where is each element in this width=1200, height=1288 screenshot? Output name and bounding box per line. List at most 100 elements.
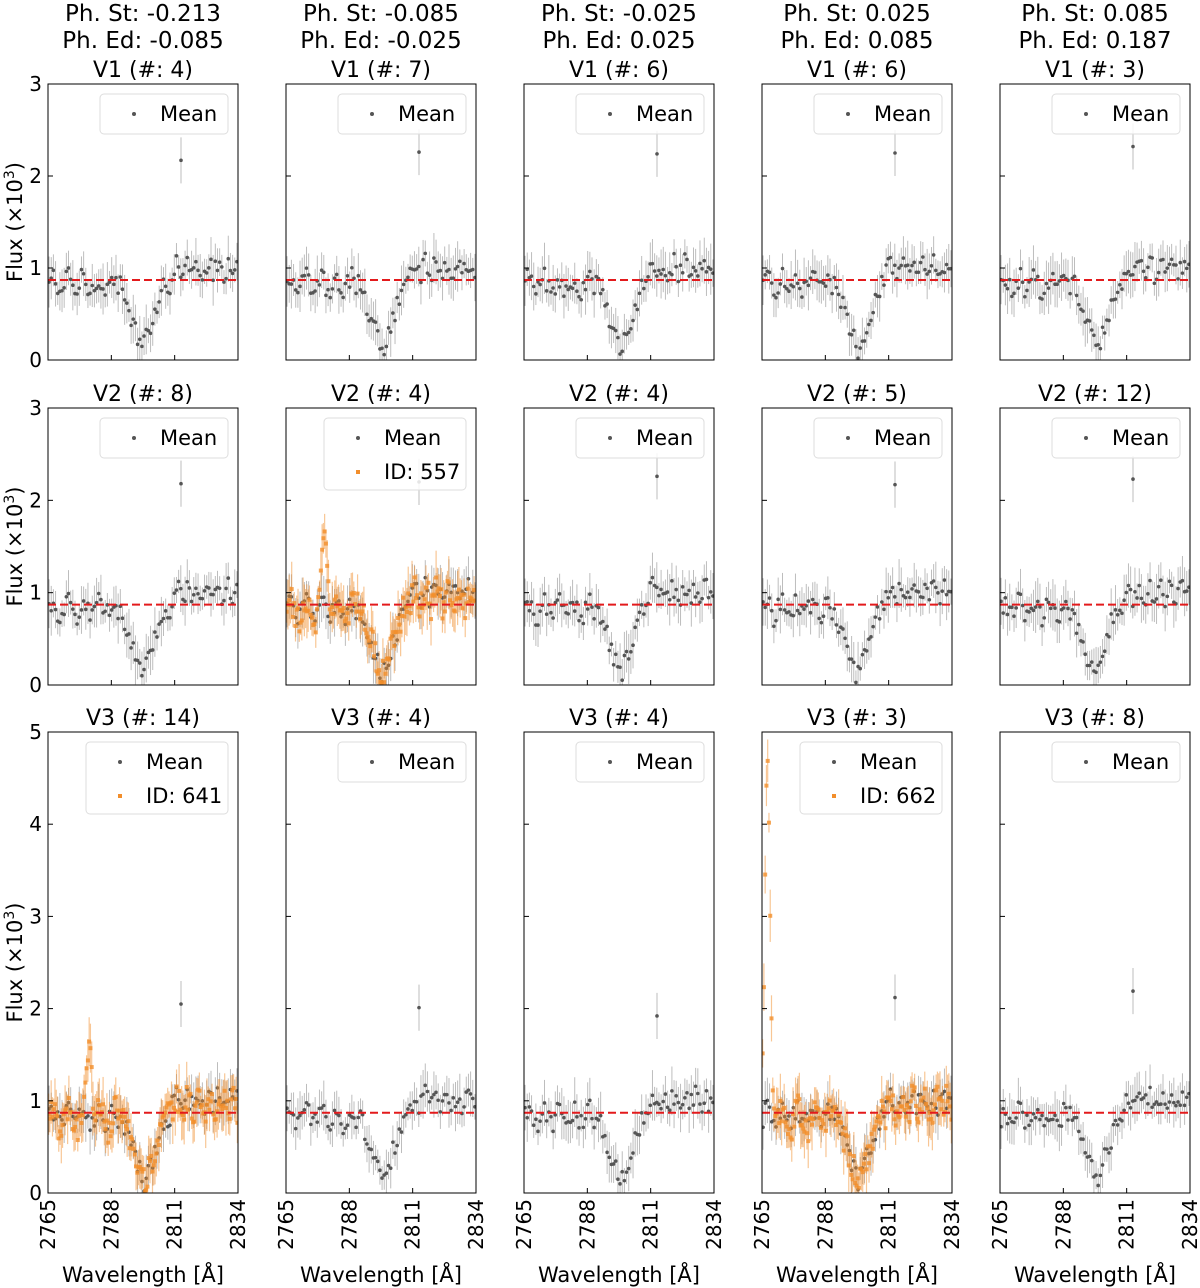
legend-mean-marker <box>846 112 850 116</box>
legend: Mean <box>99 417 229 459</box>
mean-point <box>813 270 817 275</box>
mean-point <box>142 667 146 672</box>
individual-point <box>84 1066 89 1071</box>
mean-point <box>302 1108 307 1112</box>
mean-point <box>683 1096 687 1100</box>
individual-point <box>388 636 393 641</box>
mean-point <box>620 1169 625 1174</box>
individual-point <box>779 1119 784 1124</box>
mean-point <box>711 594 714 598</box>
individual-point <box>90 1106 95 1111</box>
mean-point <box>1135 1095 1139 1099</box>
mean-point <box>1020 603 1025 608</box>
mean-point <box>179 1002 183 1006</box>
mean-point <box>674 587 679 592</box>
mean-point <box>605 1150 609 1155</box>
mean-point <box>918 260 923 265</box>
individual-point <box>48 1116 52 1121</box>
individual-point <box>318 568 323 573</box>
individual-point <box>810 1122 815 1127</box>
individual-point <box>834 1123 839 1128</box>
mean-point <box>1000 599 1003 604</box>
mean-point <box>1169 583 1174 588</box>
individual-point <box>420 606 425 611</box>
individual-point <box>921 1095 926 1100</box>
mean-point <box>1087 663 1092 668</box>
mean-point <box>1089 328 1094 332</box>
mean-point <box>921 255 925 259</box>
mean-point <box>176 579 181 584</box>
individual-point <box>913 1103 918 1108</box>
individual-point <box>140 1169 145 1174</box>
mean-point <box>179 481 183 486</box>
individual-point <box>113 1094 118 1099</box>
mean-point <box>772 624 776 629</box>
legend: Mean <box>575 93 705 135</box>
mean-point <box>159 619 164 624</box>
individual-point <box>835 1119 840 1124</box>
individual-point <box>406 591 411 596</box>
individual-point <box>770 1088 775 1093</box>
legend-box <box>575 741 705 783</box>
mean-point <box>83 607 88 612</box>
mean-point <box>337 288 341 292</box>
legend-individual-marker <box>356 470 360 474</box>
y-tick-label: 2 <box>29 488 42 512</box>
mean-point <box>601 287 605 292</box>
individual-point <box>949 1117 952 1122</box>
mean-point <box>159 288 164 293</box>
individual-point <box>369 627 374 632</box>
mean-point <box>1176 586 1180 591</box>
mean-point <box>791 284 796 289</box>
x-tick-label: 2765 <box>36 1199 60 1250</box>
mean-point <box>629 1156 633 1160</box>
mean-point <box>1174 1103 1178 1108</box>
mean-point <box>1044 597 1049 602</box>
mean-point <box>572 609 577 613</box>
mean-point <box>397 1127 402 1131</box>
mean-point <box>438 268 443 273</box>
mean-point <box>1014 1116 1018 1120</box>
individual-point <box>297 629 302 634</box>
mean-point <box>211 278 215 283</box>
mean-point <box>179 158 183 163</box>
mean-point <box>185 579 190 584</box>
mean-point <box>326 287 330 292</box>
individual-point <box>98 1112 103 1117</box>
individual-point <box>82 1094 87 1099</box>
mean-point <box>306 1103 311 1107</box>
individual-point <box>764 783 769 788</box>
mean-point <box>311 1115 315 1120</box>
mean-point <box>1111 1122 1116 1127</box>
mean-point <box>1187 585 1190 590</box>
mean-point <box>62 612 66 617</box>
individual-point <box>861 1161 866 1166</box>
panel-frame <box>999 731 1191 1194</box>
legend-mean-label: Mean <box>636 750 693 774</box>
mean-point <box>306 273 311 277</box>
mean-point <box>800 295 804 299</box>
legend: Mean <box>575 417 705 459</box>
panel-title: V3 (#: 4) <box>569 706 669 731</box>
mean-point <box>905 590 910 594</box>
mean-point <box>836 292 841 297</box>
mean-point <box>549 610 553 615</box>
mean-point <box>217 260 222 264</box>
mean-point <box>1012 614 1016 619</box>
mean-point <box>680 585 685 589</box>
x-axis-label: Wavelength [Å] <box>1014 1261 1176 1287</box>
mean-point <box>1154 597 1159 601</box>
individual-point <box>427 601 432 606</box>
mean-point <box>131 317 136 321</box>
mean-point <box>369 316 374 321</box>
mean-point <box>1066 606 1070 611</box>
mean-point <box>1077 302 1081 307</box>
mean-point <box>551 286 555 290</box>
mean-point <box>1040 297 1044 301</box>
individual-point <box>778 1098 783 1103</box>
mean-point <box>328 295 333 300</box>
individual-point <box>762 1051 765 1056</box>
panel-1-4: V1 (#: 6) Mean <box>761 58 953 361</box>
mean-point <box>927 269 932 274</box>
mean-point <box>566 287 571 292</box>
